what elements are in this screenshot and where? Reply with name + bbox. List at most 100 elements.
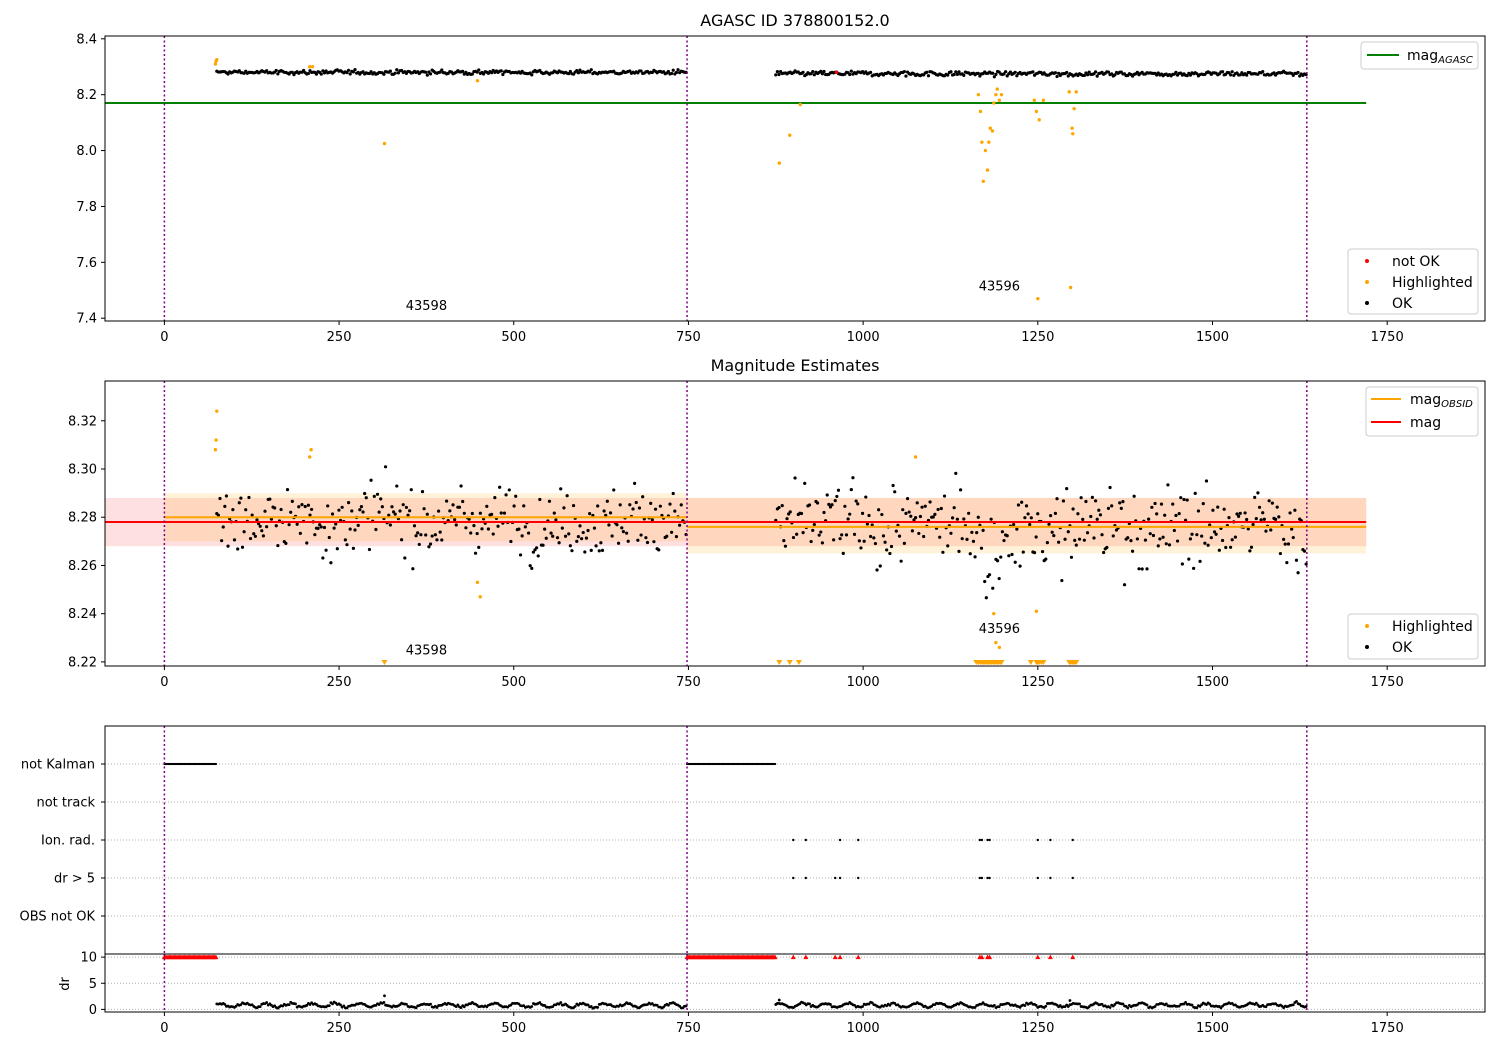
ok-point: [1002, 72, 1006, 76]
ok-point: [838, 537, 842, 541]
ok-point: [512, 504, 516, 508]
ok-point: [634, 500, 638, 505]
ok-point: [451, 503, 455, 507]
ok-point: [1076, 512, 1080, 516]
ok-point: [618, 503, 622, 507]
dr-point: [1195, 1006, 1199, 1010]
ok-point: [801, 530, 805, 535]
dr-point: [1153, 1005, 1157, 1008]
ok-point: [902, 541, 906, 545]
ok-point: [321, 556, 325, 560]
ok-point: [1235, 512, 1239, 516]
ok-point: [297, 505, 301, 509]
ok-point: [777, 505, 781, 510]
dr-point: [1304, 1005, 1308, 1008]
ok-point: [523, 525, 527, 529]
ok-point: [1082, 538, 1086, 542]
ok-point: [920, 505, 924, 509]
ok-point: [406, 513, 410, 517]
ok-point: [1304, 562, 1308, 566]
ok-point: [1294, 558, 1299, 562]
ok-point: [1036, 512, 1040, 516]
ok-point: [568, 69, 572, 74]
ok-point: [615, 523, 619, 527]
legend-obsid-subscript: OBSID: [1441, 399, 1473, 410]
ok-point: [992, 75, 996, 79]
ok-point: [807, 503, 812, 507]
ok-point: [1192, 566, 1196, 570]
top-ytick-label: 7.4: [76, 312, 97, 327]
top-ytick-label: 7.6: [76, 256, 97, 271]
dr-point: [327, 1004, 331, 1008]
legend-box: [1347, 248, 1479, 315]
ok-point: [673, 509, 677, 513]
ok-point: [777, 72, 781, 77]
ok-point: [419, 533, 423, 537]
highlighted-clipped-marker: [776, 660, 783, 665]
ok-point: [1220, 70, 1225, 74]
ok-point: [530, 73, 534, 77]
ok-point: [901, 508, 905, 512]
ok-point: [1254, 516, 1258, 521]
ok-point: [1228, 73, 1233, 77]
ok-point: [785, 517, 789, 521]
ok-point: [412, 524, 417, 528]
ok-point: [1200, 534, 1204, 538]
highlighted-point: [994, 92, 998, 97]
ok-point: [343, 538, 347, 542]
ok-point: [946, 73, 950, 77]
ok-point: [358, 508, 362, 512]
dr-ytick-label: 5: [89, 977, 97, 992]
ok-point: [1106, 70, 1111, 74]
ok-point: [1163, 513, 1167, 517]
ok-point: [885, 548, 889, 552]
ok-point: [1057, 540, 1061, 544]
ok-point: [248, 536, 253, 541]
ok-point: [285, 488, 290, 492]
ok-point: [1201, 502, 1205, 506]
ok-point: [820, 541, 824, 545]
middle-panel: 43598 43596 0 250 500 750 1000 1250 1500 1750 8.22…: [68, 380, 1486, 690]
ok-point: [1262, 517, 1266, 521]
ok-point: [408, 509, 412, 513]
dr-point: [377, 1003, 381, 1006]
ok-point: [571, 503, 576, 508]
ok-point: [1293, 508, 1297, 512]
dr-ytick-label: 0: [89, 1003, 97, 1018]
ok-point: [268, 497, 272, 501]
dr-point: [1295, 1000, 1298, 1003]
ok-point: [782, 539, 786, 543]
ok-point: [775, 70, 779, 74]
highlighted-point: [475, 79, 480, 83]
ok-point: [1288, 511, 1292, 515]
ok-point: [361, 70, 365, 74]
highlighted-point: [1068, 285, 1073, 290]
ok-point: [345, 70, 349, 75]
dr-point: [456, 1003, 460, 1007]
ok-point: [637, 506, 642, 510]
highlighted-point: [1034, 609, 1039, 613]
ok-point: [387, 513, 391, 517]
ok-point: [791, 535, 796, 540]
ok-point: [817, 533, 821, 537]
highlighted-point: [1074, 90, 1078, 94]
mid-xtick-label: 750: [676, 675, 701, 690]
ok-point: [1015, 527, 1019, 531]
ok-point: [334, 522, 338, 526]
ok-point: [1130, 549, 1135, 553]
ok-point: [652, 540, 656, 544]
ok-point: [1093, 70, 1098, 74]
ok-point: [830, 503, 834, 507]
ok-point: [369, 478, 373, 482]
dr-gt5-point: [792, 876, 795, 880]
ok-point: [877, 508, 881, 512]
ok-point: [491, 532, 495, 536]
top-ytick-label: 8.2: [76, 88, 97, 103]
ok-point: [827, 502, 831, 506]
ok-point: [436, 509, 441, 513]
dr-point: [870, 1001, 874, 1005]
ok-point: [1227, 516, 1231, 520]
ok-point: [276, 543, 280, 548]
ok-point: [409, 488, 413, 492]
ok-point: [220, 539, 224, 543]
